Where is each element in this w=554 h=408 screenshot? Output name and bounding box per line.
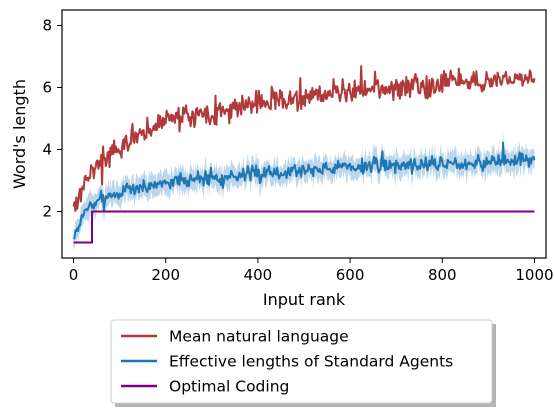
- legend: Mean natural language Effective lengths o…: [110, 319, 496, 407]
- series-line-standard-agents: [72, 141, 536, 240]
- y-tick-label: 6: [42, 79, 52, 97]
- legend-label: Effective lengths of Standard Agents: [169, 353, 453, 371]
- y-tick-label: 8: [42, 17, 52, 35]
- plot-area: [72, 65, 536, 251]
- x-tick-label: 400: [244, 266, 273, 284]
- legend-label: Mean natural language: [169, 328, 349, 346]
- y-axis-label: Word's length: [10, 79, 29, 189]
- ticks: 0 200 400 600 800 1000 2 4 6 8: [42, 17, 553, 285]
- x-tick-label: 600: [336, 266, 365, 284]
- x-tick-label: 1000: [515, 266, 553, 284]
- axes-frame: [61, 9, 547, 259]
- x-tick-label: 800: [428, 266, 457, 284]
- series-band-standard-agents: [73, 131, 535, 251]
- series-line-optimal-coding: [73, 210, 535, 244]
- legend-box: [110, 319, 493, 404]
- legend-label: Optimal Coding: [169, 378, 289, 396]
- y-tick-label: 2: [42, 203, 52, 221]
- series-line-mean-natural-language: [72, 65, 536, 212]
- legend-items: Mean natural language Effective lengths o…: [121, 328, 453, 396]
- x-tick-label: 200: [151, 266, 180, 284]
- x-axis-label: Input rank: [263, 290, 346, 309]
- y-tick-label: 4: [42, 141, 52, 159]
- x-tick-label: 0: [69, 266, 79, 284]
